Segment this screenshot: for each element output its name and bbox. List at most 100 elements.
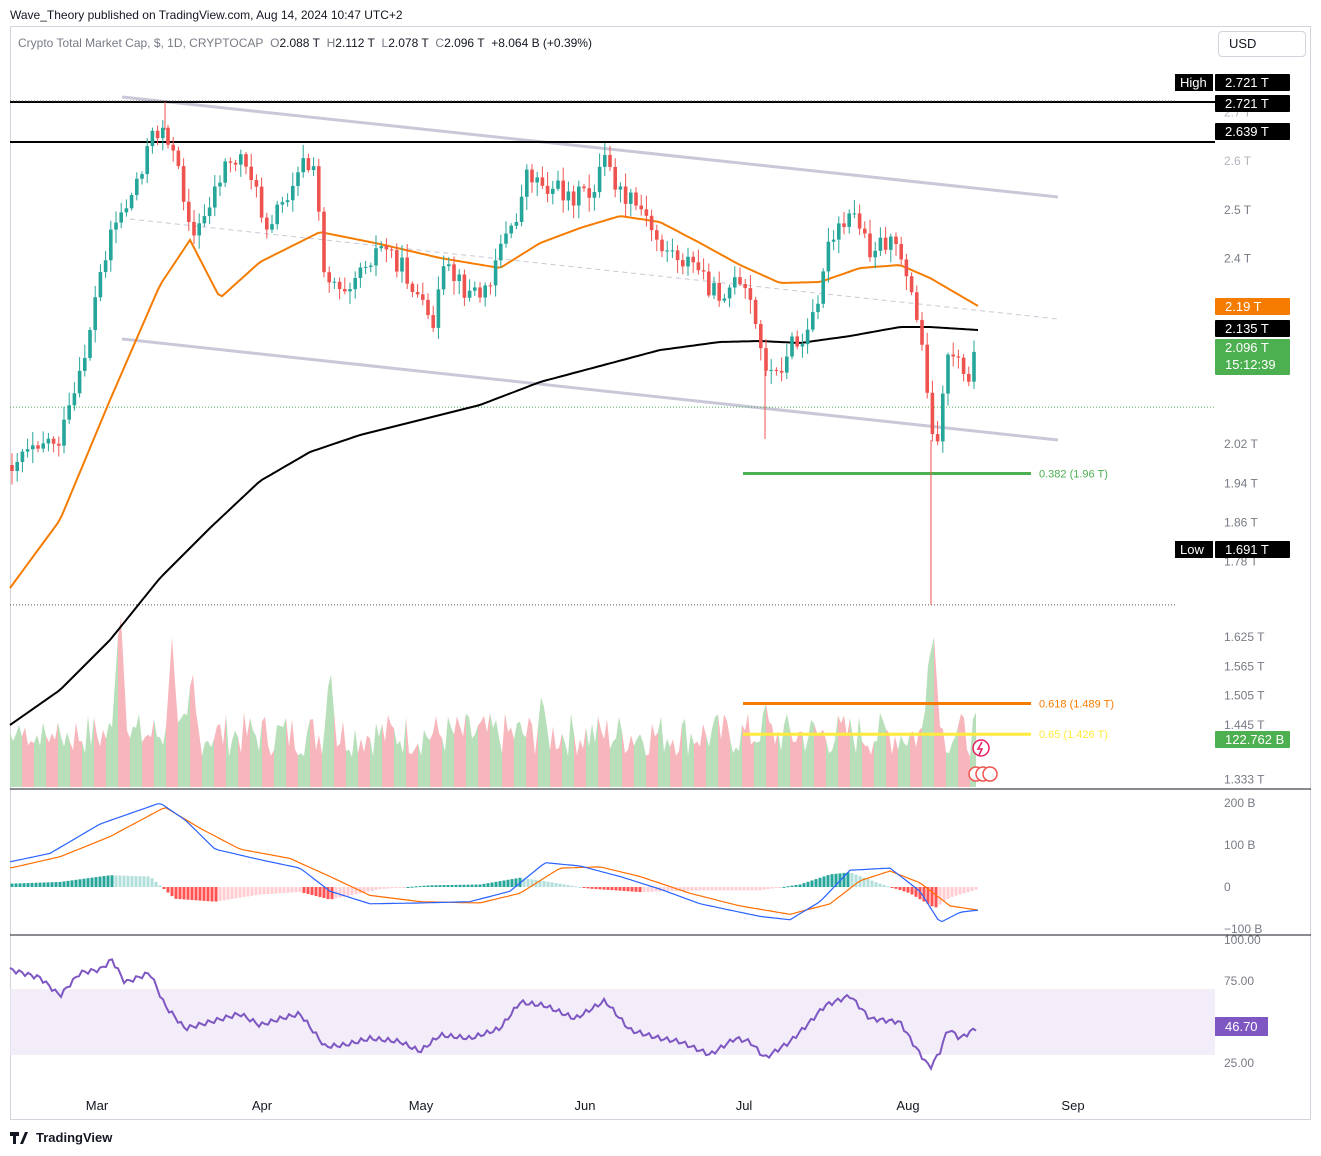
volume-area-segment — [766, 704, 769, 787]
volume-area-segment — [106, 722, 109, 787]
volume-area-segment — [487, 712, 490, 787]
candle-body — [899, 244, 903, 260]
macd-histogram-bar — [886, 886, 890, 888]
candle-body — [103, 260, 108, 273]
volume-area-segment — [832, 740, 835, 787]
macd-histogram-bar — [302, 887, 306, 894]
macd-histogram-bar — [814, 879, 818, 887]
macd-histogram-bar — [806, 881, 810, 887]
chart-frame — [10, 26, 1311, 1120]
candle-body — [686, 256, 690, 267]
volume-area-segment — [853, 737, 856, 787]
macd-histogram-bar — [654, 887, 658, 892]
price-axis-tick: 2.02 T — [1224, 437, 1258, 451]
macd-histogram-bar — [666, 887, 670, 892]
tradingview-brand: TradingView — [36, 1130, 113, 1145]
macd-histogram-bar — [530, 879, 534, 887]
volume-area-segment — [574, 733, 577, 787]
volume-area-segment — [517, 721, 520, 787]
macd-histogram-bar — [298, 887, 302, 893]
volume-area-segment — [583, 727, 586, 787]
price-marker — [1215, 731, 1290, 748]
candle-body — [15, 461, 19, 471]
currency-selector[interactable]: USD — [1218, 31, 1306, 57]
candle-body — [795, 336, 799, 347]
volume-area-segment — [508, 727, 511, 787]
volume-area-segment — [685, 718, 688, 787]
candle-body — [218, 182, 222, 187]
candle-body — [514, 222, 519, 226]
volume-area-segment — [421, 730, 424, 787]
macd-histogram-bar — [926, 887, 930, 904]
candle-body — [192, 221, 196, 236]
macd-histogram-bar — [46, 882, 50, 887]
volume-area-segment — [931, 637, 934, 787]
macd-histogram-bar — [870, 880, 874, 887]
volume-area-segment — [778, 730, 781, 787]
macd-histogram-bar — [338, 887, 342, 898]
volume-area-segment — [283, 717, 286, 787]
macd-histogram-bar — [222, 887, 226, 901]
tradingview-logo-icon — [10, 1131, 28, 1144]
candle-body — [852, 213, 857, 215]
volume-area-segment — [148, 734, 151, 787]
volume-area-segment — [202, 742, 205, 787]
macd-histogram-bar — [138, 876, 142, 887]
volume-area-segment — [571, 713, 574, 787]
volume-area-segment — [769, 721, 772, 787]
candle-body — [712, 283, 716, 296]
macd-histogram-bar — [570, 885, 574, 887]
macd-histogram-bar — [862, 877, 866, 887]
volume-area-segment — [76, 722, 79, 787]
macd-histogram-bar — [94, 877, 98, 887]
candle-body — [675, 250, 680, 261]
candle-body — [618, 186, 623, 190]
volume-area-segment — [643, 742, 646, 787]
candle-body — [114, 222, 118, 230]
volume-area-segment — [658, 716, 661, 787]
macd-histogram-bar — [114, 875, 118, 887]
macd-histogram-bar — [246, 887, 250, 897]
macd-histogram-bar — [918, 887, 922, 900]
channel-upper-line — [121, 95, 1059, 199]
macd-histogram-bar — [190, 887, 194, 901]
volume-area-segment — [157, 736, 160, 787]
candle-body — [691, 256, 695, 263]
macd-histogram-bar — [378, 887, 382, 890]
candle-body — [649, 215, 654, 231]
candle-body — [748, 288, 753, 300]
price-marker — [1215, 123, 1290, 140]
candle-body — [83, 357, 87, 371]
volume-area-segment — [682, 718, 685, 787]
volume-area-segment — [172, 637, 175, 787]
price-marker-countdown: 15:12:39 — [1225, 357, 1276, 372]
channel-lower-line — [121, 337, 1059, 442]
macd-histogram-bar — [566, 884, 570, 887]
volume-area-segment — [661, 716, 664, 787]
macd-histogram-bar — [262, 887, 266, 895]
volume-area-segment — [544, 707, 547, 787]
volume-area-segment — [640, 734, 643, 787]
tradingview-footer[interactable]: TradingView — [10, 1130, 112, 1145]
volume-area-segment — [847, 718, 850, 787]
macd-histogram-bar — [178, 887, 182, 900]
candle-body — [707, 271, 711, 296]
price-axis-tick: 1.94 T — [1224, 476, 1258, 490]
macd-histogram-bar — [874, 882, 878, 887]
candle-body — [951, 354, 955, 357]
macd-histogram-bar — [762, 887, 766, 890]
candle-body — [483, 285, 487, 298]
candle-body — [868, 233, 872, 258]
candle-body — [171, 144, 175, 151]
volume-area-segment — [472, 734, 475, 787]
macd-histogram-bar — [146, 876, 150, 887]
volume-area-segment — [541, 697, 544, 787]
volume-area-segment — [691, 732, 694, 787]
volume-area-segment — [64, 732, 67, 787]
candle-body — [592, 192, 597, 198]
candle-body — [577, 186, 581, 206]
volume-area-segment — [439, 733, 442, 787]
macd-histogram-bar — [26, 883, 30, 887]
macd-histogram-bar — [170, 887, 174, 897]
